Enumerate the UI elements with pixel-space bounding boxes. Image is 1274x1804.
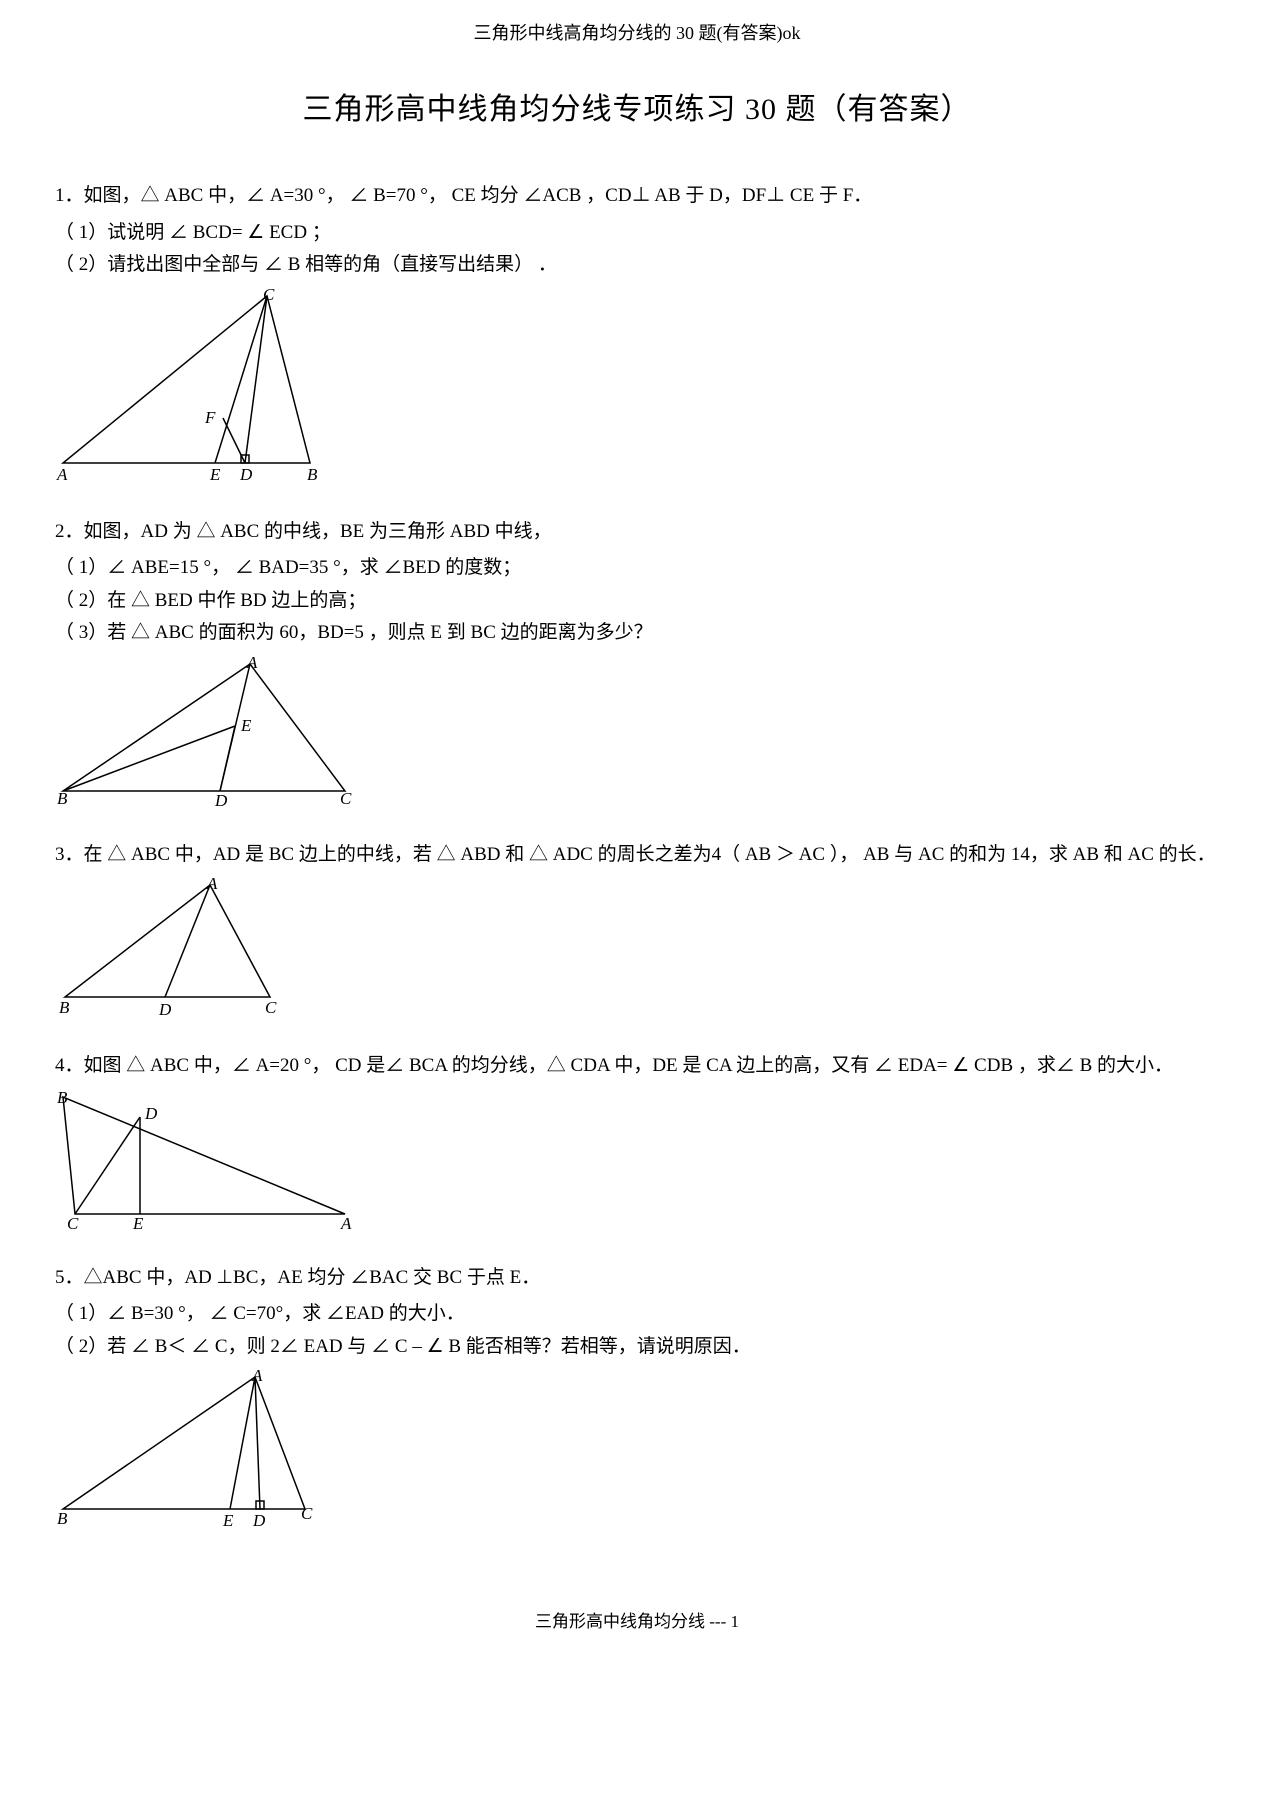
svg-text:C: C — [67, 1214, 79, 1229]
svg-text:D: D — [158, 1000, 172, 1017]
svg-text:A: A — [206, 877, 218, 893]
svg-text:A: A — [251, 1369, 263, 1385]
page-header: 三角形中线高角均分线的 30 题(有答案)ok — [55, 20, 1219, 47]
svg-text:C: C — [340, 789, 352, 806]
svg-text:E: E — [132, 1214, 144, 1229]
problem-2-intro: 2．如图，AD 为 △ ABC 的中线，BE 为三角形 ABD 中线， — [55, 518, 1219, 547]
problem-4: 4．如图 △ ABC 中，∠ A=20 °， CD 是∠ BCA 的均分线，△ … — [55, 1052, 1219, 1229]
svg-text:A: A — [340, 1214, 352, 1229]
problem-2-sub1: （ 1）∠ ABE=15 °， ∠ BAD=35 °，求 ∠BED 的度数； — [55, 554, 1219, 583]
svg-text:A: A — [56, 465, 68, 483]
problem-2-sub2: （ 2）在 △ BED 中作 BD 边上的高； — [55, 587, 1219, 616]
problem-3-intro: 3．在 △ ABC 中，AD 是 BC 边上的中线，若 △ ABD 和 △ AD… — [55, 841, 1219, 870]
svg-text:E: E — [222, 1511, 234, 1529]
problem-5-sub2: （ 2）若 ∠ B＜ ∠ C，则 2∠ EAD 与 ∠ C – ∠ B 能否相等… — [55, 1333, 1219, 1362]
svg-text:C: C — [265, 998, 277, 1017]
problem-5-intro: 5．△ABC 中，AD ⊥BC，AE 均分 ∠BAC 交 BC 于点 E． — [55, 1264, 1219, 1293]
svg-text:D: D — [239, 465, 253, 483]
problem-1-sub2: （ 2）请找出图中全部与 ∠ B 相等的角（直接写出结果） ． — [55, 251, 1219, 280]
problem-2: 2．如图，AD 为 △ ABC 的中线，BE 为三角形 ABD 中线， （ 1）… — [55, 518, 1219, 806]
svg-text:D: D — [214, 791, 228, 806]
svg-text:B: B — [57, 1089, 68, 1107]
svg-text:B: B — [57, 1509, 68, 1528]
problem-1-figure: A E D B C F — [55, 288, 1219, 483]
svg-text:A: A — [246, 656, 258, 672]
problem-3: 3．在 △ ABC 中，AD 是 BC 边上的中线，若 △ ABD 和 △ AD… — [55, 841, 1219, 1018]
problem-1-sub1: （ 1）试说明 ∠ BCD= ∠ ECD ； — [55, 219, 1219, 248]
problem-5-sub1: （ 1）∠ B=30 °， ∠ C=70°，求 ∠EAD 的大小． — [55, 1300, 1219, 1329]
svg-text:C: C — [263, 288, 275, 304]
problem-5: 5．△ABC 中，AD ⊥BC，AE 均分 ∠BAC 交 BC 于点 E． （ … — [55, 1264, 1219, 1530]
document-title: 三角形高中线角均分线专项练习 30 题（有答案） — [55, 87, 1219, 132]
svg-text:B: B — [307, 465, 318, 483]
svg-text:B: B — [57, 789, 68, 806]
problem-5-figure: B E D C A — [55, 1369, 1219, 1529]
problem-1: 1．如图，△ ABC 中，∠ A=30 °， ∠ B=70 °， CE 均分 ∠… — [55, 182, 1219, 483]
page-footer: 三角形高中线角均分线 --- 1 — [55, 1609, 1219, 1635]
svg-text:B: B — [59, 998, 70, 1017]
svg-text:C: C — [301, 1504, 313, 1523]
problem-2-figure: B D C A E — [55, 656, 1219, 806]
problem-1-intro: 1．如图，△ ABC 中，∠ A=30 °， ∠ B=70 °， CE 均分 ∠… — [55, 182, 1219, 211]
svg-text:D: D — [144, 1104, 158, 1123]
svg-text:E: E — [209, 465, 221, 483]
problem-4-intro: 4．如图 △ ABC 中，∠ A=20 °， CD 是∠ BCA 的均分线，△ … — [55, 1052, 1219, 1081]
svg-text:F: F — [204, 408, 216, 427]
problem-2-sub3: （ 3）若 △ ABC 的面积为 60，BD=5 ，则点 E 到 BC 边的距离… — [55, 619, 1219, 648]
svg-text:D: D — [252, 1511, 266, 1529]
problem-3-figure: B D C A — [55, 877, 1219, 1017]
problem-4-figure: B C E A D — [55, 1089, 1219, 1229]
svg-text:E: E — [240, 716, 252, 735]
